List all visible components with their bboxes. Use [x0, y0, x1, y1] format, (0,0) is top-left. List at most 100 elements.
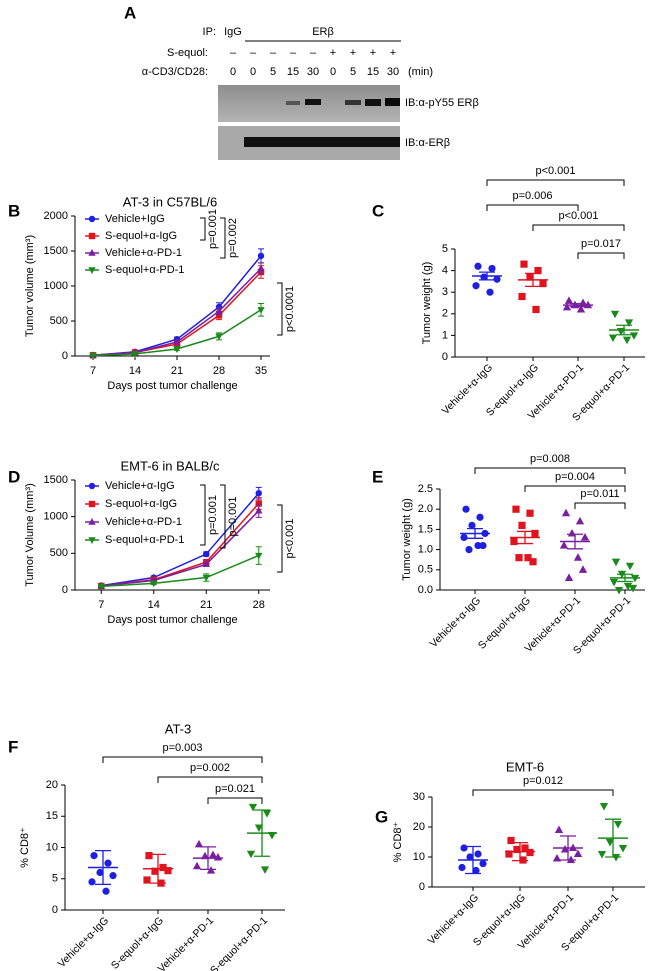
- data-point: [510, 537, 518, 546]
- ip-group: ERβ: [312, 26, 334, 38]
- data-point: [465, 546, 473, 554]
- data-point: [262, 810, 272, 818]
- series-line: [101, 554, 260, 588]
- chart-title: EMT-6: [506, 759, 544, 774]
- data-point: [215, 333, 223, 341]
- blot-images: [218, 85, 400, 160]
- p-value: p=0.002: [190, 762, 230, 774]
- chart-title: EMT-6 in BALB/c: [121, 458, 220, 473]
- legend-label: Vehicle+IgG: [105, 213, 165, 225]
- panel-letter: G: [375, 807, 388, 826]
- p-value: p<0.001: [535, 165, 575, 177]
- y-axis-label: Tumor weight (g): [421, 262, 433, 345]
- time-value: 30: [307, 66, 319, 78]
- data-point: [466, 853, 474, 861]
- data-point: [88, 878, 96, 886]
- time-value: 0: [230, 66, 236, 78]
- data-point: [520, 260, 528, 268]
- panel-letter: E: [372, 467, 383, 486]
- significance-bracket: [200, 484, 206, 546]
- data-point: [96, 868, 104, 877]
- data-point: [518, 292, 526, 301]
- panel-letter: A: [124, 3, 136, 22]
- data-point: [618, 844, 628, 853]
- data-point: [505, 850, 513, 858]
- data-point: [215, 307, 223, 314]
- data-point: [150, 580, 158, 588]
- data-point: [534, 267, 542, 275]
- data-point: [215, 312, 223, 319]
- y-tick-label: 1: [442, 329, 448, 341]
- significance-bracket: [200, 217, 206, 241]
- x-tick-label: 28: [213, 365, 225, 377]
- data-point: [575, 516, 585, 525]
- data-point: [628, 584, 638, 593]
- y-tick-label: 15: [46, 810, 58, 822]
- p-value: p=0.008: [530, 453, 570, 465]
- data-point: [254, 824, 264, 832]
- data-point: [159, 863, 167, 872]
- data-point: [560, 845, 570, 853]
- treatment-sign: –: [270, 47, 277, 59]
- data-point: [260, 866, 270, 874]
- x-tick-label: S-equol+α-IgG: [109, 915, 166, 971]
- legend-label: Vehicle+α-PD-1: [105, 516, 182, 528]
- data-point: [597, 850, 607, 859]
- error-bar: [616, 324, 632, 336]
- error-bar: [567, 533, 583, 550]
- data-point: [564, 296, 574, 304]
- y-tick-label: 0.0: [418, 584, 433, 596]
- error-bar: [517, 530, 533, 545]
- data-point: [255, 500, 262, 507]
- data-point: [208, 850, 218, 859]
- x-tick-label: S-equol+α-IgG: [476, 595, 533, 652]
- y-tick-label: 10: [413, 851, 425, 863]
- data-point: [623, 582, 633, 591]
- data-point: [194, 839, 204, 848]
- data-point: [611, 558, 621, 567]
- legend-label: S-equol+α-IgG: [105, 230, 177, 242]
- data-point: [507, 836, 515, 845]
- treatment-sign: +: [350, 47, 356, 59]
- data-point: [488, 264, 496, 273]
- y-tick-label: 1500: [44, 474, 68, 486]
- data-point: [559, 541, 569, 549]
- legend-label: Vehicle+α-PD-1: [105, 247, 182, 259]
- y-tick-label: 5: [442, 243, 448, 255]
- data-point: [599, 802, 609, 811]
- data-point: [192, 861, 202, 870]
- panel-letter: F: [8, 737, 18, 756]
- data-point: [474, 850, 482, 858]
- data-point: [90, 852, 98, 860]
- data-point: [580, 532, 590, 541]
- time-label: α-CD3/CD28:: [142, 66, 208, 78]
- x-tick-label: Vehicle+α-IgG: [428, 595, 483, 650]
- data-point: [458, 863, 466, 872]
- y-tick-label: 4: [442, 265, 448, 277]
- panel-letter: D: [8, 467, 20, 486]
- data-point: [576, 304, 586, 313]
- data-point: [524, 554, 532, 562]
- y-axis-label: Tumor weight (g): [401, 498, 413, 581]
- x-axis-label: Days post tumor challenge: [107, 614, 237, 626]
- y-tick-label: 20: [413, 821, 425, 833]
- band: [365, 99, 381, 106]
- data-point: [479, 860, 487, 868]
- error-bar: [200, 846, 216, 871]
- legend-label: Vehicle+α-IgG: [105, 480, 175, 492]
- data-point: [493, 275, 501, 283]
- y-tick-label: 500: [50, 547, 68, 559]
- legend-marker: [88, 232, 96, 240]
- data-point: [622, 336, 632, 345]
- p-value: p<0.001: [558, 210, 598, 222]
- legend-marker: [88, 537, 96, 544]
- data-point: [513, 845, 521, 854]
- x-tick-label: S-equol+α-PD-1: [208, 914, 270, 971]
- data-point: [131, 351, 139, 358]
- time-value: 30: [387, 66, 399, 78]
- data-point: [246, 850, 256, 859]
- data-point: [255, 506, 263, 514]
- data-point: [552, 854, 562, 862]
- significance-bracket: [277, 282, 283, 336]
- time-value: 15: [367, 66, 379, 78]
